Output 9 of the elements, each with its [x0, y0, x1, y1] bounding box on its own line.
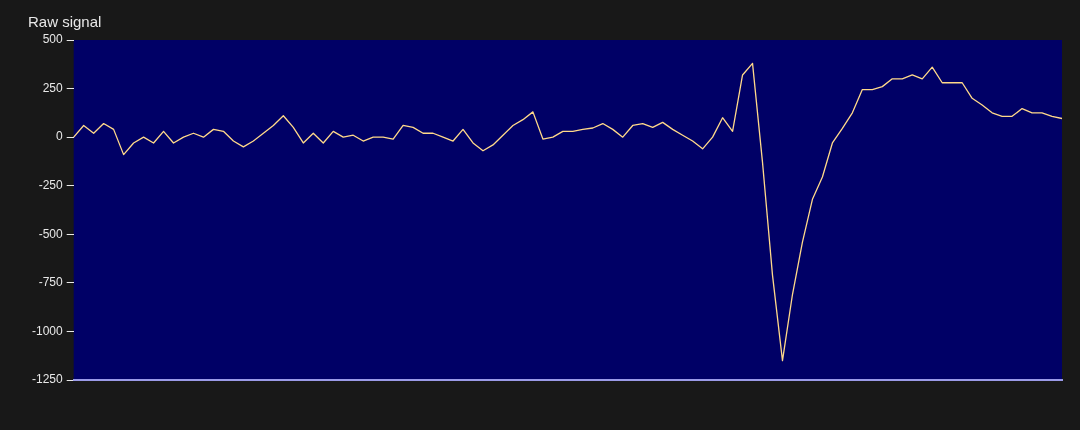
y-tick-label: 500 [42, 32, 64, 47]
y-tick-label: 250 [42, 80, 64, 95]
y-tick-label: -500 [38, 226, 63, 241]
y-tick-label: -1250 [31, 372, 64, 387]
y-tick-label: -250 [38, 178, 63, 193]
y-tick-label: -750 [38, 275, 63, 290]
y-tick-label: -1000 [31, 323, 64, 338]
chart-title: Raw signal [28, 13, 102, 31]
y-tick-label: 0 [56, 129, 63, 144]
